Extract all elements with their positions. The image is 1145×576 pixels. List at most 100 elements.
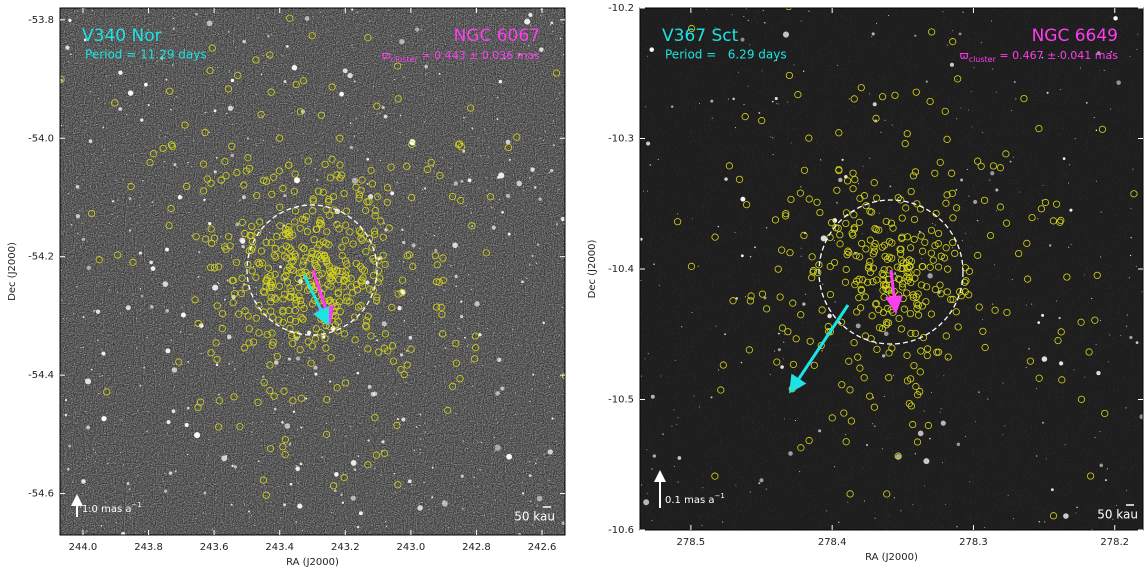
- member-circle: [782, 210, 790, 218]
- field-star: [94, 460, 96, 462]
- field-star: [72, 165, 74, 167]
- member-circle: [880, 281, 888, 289]
- member-circle: [913, 300, 921, 308]
- field-star: [99, 282, 101, 284]
- field-star: [549, 411, 551, 413]
- field-star: [253, 265, 255, 267]
- field-star: [288, 357, 292, 361]
- member-circle: [872, 226, 880, 234]
- member-circle: [931, 242, 939, 250]
- member-circle: [290, 187, 298, 195]
- field-star: [360, 220, 362, 222]
- field-star: [940, 408, 942, 410]
- field-star: [453, 181, 458, 186]
- field-star: [1135, 265, 1137, 267]
- field-star: [1106, 468, 1109, 470]
- member-circle: [735, 175, 744, 183]
- member-circle: [315, 218, 324, 227]
- member-circle: [323, 228, 331, 236]
- field-star: [228, 70, 230, 72]
- field-star: [262, 66, 264, 68]
- field-star: [136, 465, 138, 467]
- field-star: [531, 388, 533, 390]
- field-star: [76, 286, 78, 288]
- field-star: [90, 169, 92, 171]
- member-circle: [273, 232, 281, 241]
- field-star: [367, 384, 372, 389]
- field-star: [233, 107, 235, 109]
- field-star: [454, 412, 457, 415]
- field-star: [106, 343, 108, 345]
- member-circle: [924, 421, 932, 430]
- field-star: [298, 278, 303, 284]
- field-star: [826, 510, 828, 512]
- field-star: [747, 19, 750, 22]
- field-star: [640, 280, 642, 282]
- member-circle: [836, 231, 844, 239]
- field-star: [101, 415, 107, 422]
- member-circle: [943, 191, 951, 199]
- member-circle: [901, 140, 909, 148]
- member-circle: [860, 374, 868, 382]
- member-circle: [166, 87, 174, 95]
- field-star: [199, 323, 204, 328]
- field-star: [205, 148, 207, 150]
- member-circle: [389, 357, 398, 365]
- member-circle: [259, 476, 268, 484]
- member-circle: [326, 296, 334, 304]
- field-star: [300, 109, 305, 114]
- member-circle: [878, 93, 887, 101]
- field-star: [777, 348, 781, 352]
- field-star: [390, 35, 393, 37]
- field-star: [459, 526, 461, 528]
- field-star: [939, 411, 941, 413]
- field-star: [462, 149, 466, 153]
- field-star: [674, 359, 676, 361]
- field-star: [1108, 361, 1110, 363]
- member-circle: [394, 290, 402, 298]
- member-circle: [979, 327, 987, 335]
- field-star: [967, 109, 970, 111]
- field-star: [717, 225, 719, 228]
- field-star: [216, 293, 218, 295]
- member-circle: [996, 203, 1005, 211]
- field-star: [1025, 304, 1027, 306]
- member-circle: [240, 344, 249, 352]
- field-star: [313, 365, 318, 370]
- field-star: [1041, 356, 1048, 362]
- field-star: [235, 222, 240, 227]
- member-circle: [248, 267, 256, 275]
- field-star: [732, 13, 734, 16]
- field-star: [783, 333, 785, 335]
- member-circle: [343, 260, 351, 268]
- member-circle: [234, 71, 242, 79]
- field-star: [550, 21, 554, 25]
- field-star: [1110, 108, 1112, 110]
- field-star: [199, 194, 201, 196]
- field-star: [645, 106, 647, 108]
- field-star: [834, 466, 836, 468]
- field-star: [384, 301, 386, 303]
- member-circle: [268, 341, 276, 349]
- member-circle: [280, 290, 289, 298]
- member-circle: [266, 272, 275, 280]
- field-star: [1091, 297, 1093, 300]
- field-star: [927, 273, 933, 279]
- member-circle: [797, 444, 805, 452]
- member-circle: [334, 288, 342, 296]
- field-star: [528, 264, 531, 266]
- member-circle: [338, 267, 346, 276]
- field-star: [1037, 218, 1039, 220]
- field-star: [159, 129, 162, 131]
- member-circle: [381, 330, 389, 338]
- field-star: [1002, 434, 1004, 436]
- member-circle: [923, 283, 931, 291]
- member-circle: [244, 154, 252, 162]
- member-circle: [352, 281, 360, 289]
- field-star: [1085, 102, 1088, 104]
- member-circle: [364, 34, 372, 42]
- member-circle: [778, 324, 787, 332]
- field-star: [494, 217, 497, 219]
- member-circle: [215, 263, 223, 271]
- field-star: [973, 199, 978, 205]
